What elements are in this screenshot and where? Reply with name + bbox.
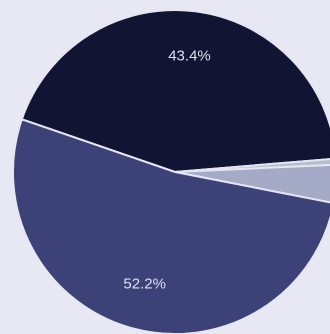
pie-slices (12, 9, 330, 334)
pie-slice-0 (20, 9, 330, 173)
pie-slice-3 (12, 118, 330, 334)
pie-slice-label-0: 43.4% (168, 47, 211, 64)
pie-labels: 43.4% 52.2% (123, 47, 210, 292)
pie-slice-label-3: 52.2% (123, 276, 166, 293)
pie-slice-2 (174, 163, 330, 204)
